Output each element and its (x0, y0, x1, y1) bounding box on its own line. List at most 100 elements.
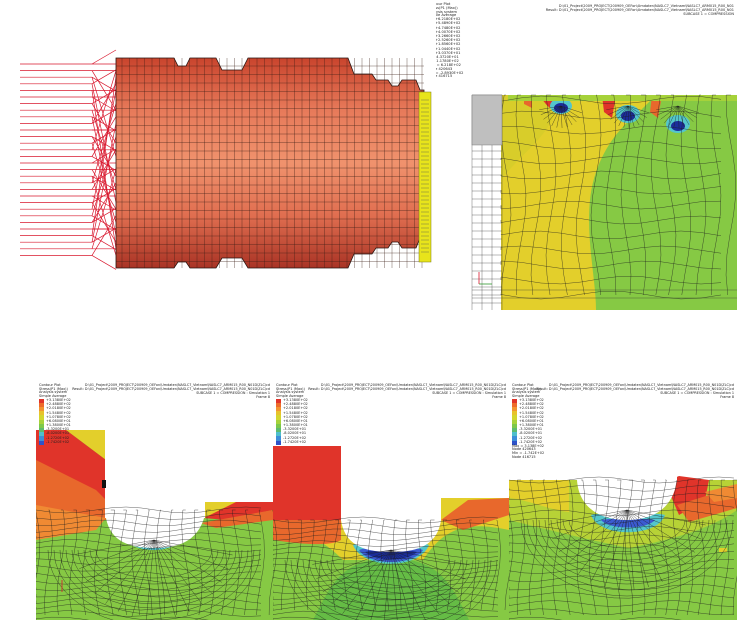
legend-title-line: Contour Plot (39, 383, 61, 387)
legend-swatch (39, 415, 44, 420)
legend-swatch (512, 436, 517, 441)
legend-entry: +2.5260E+02 (436, 38, 468, 43)
header-line: Frame 8 (256, 394, 270, 399)
legend-value: +2.0180E+02 (519, 406, 544, 411)
legend-entry: -3.3200E+01 (39, 427, 79, 433)
legend-value: -1.2720E+02 (283, 435, 307, 440)
legend-entry: +2.4880E+02 (512, 402, 552, 408)
legend-value: +1.8560E+02 (436, 42, 461, 47)
legend-entry: +1.0780E+02 (39, 414, 79, 420)
legend-title-line: Contour Plot (276, 383, 298, 387)
legend-swatch (276, 440, 281, 445)
legend-entry: +1.8560E+02 (436, 43, 468, 47)
legend-swatch (39, 398, 44, 403)
legend-entry: -8.0200E+01 (39, 431, 79, 437)
header-line: D:\01_Project\2009_PROJECT\200909_OEFon\… (320, 383, 506, 387)
legend-title-line: Stress(P1 (Max)) (39, 386, 68, 391)
shaft-mesh-drawing (20, 49, 432, 270)
legend-entry: +2.4880E+02 (39, 402, 79, 408)
legend-value: -8.0200E+01 (46, 431, 70, 436)
legend-value: -1.7420E+02 (46, 439, 70, 444)
legend-value: -1.2720E+02 (46, 435, 70, 440)
legend-value: +3.1380E+02 (519, 397, 544, 402)
legend-title-line: Stress(P1 (Max)) (512, 386, 541, 391)
legend-value: +1.0780E+02 (46, 414, 71, 419)
legend-value: +1.3800E+01 (283, 423, 308, 428)
legend-entry: -3.3200E+01 (512, 427, 552, 433)
legend-swatch (276, 398, 281, 403)
header-line: SUBCASE 1 = COMPRESSION : Simulation 1 (432, 390, 506, 395)
threaded-shaft-load-view (0, 0, 436, 300)
legend-swatch (512, 432, 517, 437)
legend-entry: +4.7480E+02 (436, 26, 468, 30)
legend-value: +2.4880E+02 (46, 402, 71, 407)
legend-entry: +3.0370E+01 (436, 50, 468, 56)
notch-contour-drawing-3 (509, 380, 737, 620)
legend-title-line: Stress(P1 (Max)) (276, 386, 305, 391)
legend-entry: +3.2660E+02 (436, 34, 468, 39)
legend-value: +6.2180E+02 (436, 17, 461, 22)
legend-entry: +1.0440E+02 (436, 47, 468, 51)
legend-footer-line: Node 416715 (436, 74, 453, 79)
legend-value: +1.5480E+02 (46, 410, 71, 415)
legend-value: -3.3200E+01 (519, 427, 543, 432)
notch-contour-variant-2: Contour Plot Stress(P1 (Max)) Analysis sys… (273, 380, 509, 620)
contour-mesh-lines (509, 476, 737, 620)
header-line: Frame 8 (492, 394, 506, 399)
legend-swatch (276, 436, 281, 441)
legend-value: -8.0200E+01 (283, 431, 307, 436)
legend-swatch (512, 402, 517, 408)
legend-value: +6.0800E+01 (519, 418, 544, 423)
thread-root-contour-drawing (471, 94, 737, 310)
legend-entry: +1.3800E+01 (276, 423, 316, 428)
legend-value: +2.4880E+02 (283, 402, 308, 407)
contour-mesh-lines (273, 516, 509, 620)
legend-entry: -1.2720E+02 (512, 436, 552, 441)
legend-entry: +2.4880E+02 (276, 402, 316, 408)
legend-entry: -8.0200E+01 (512, 432, 552, 437)
end-plate-ticks (421, 99, 429, 253)
legend-footer-line: Max = 3.138E+02 (512, 443, 545, 448)
legend-title-line: Simple Average (39, 394, 67, 399)
legend-entry: -1.7420E+02 (39, 439, 79, 445)
legend-entry: -4.3720E+01 (436, 55, 468, 60)
legend-value: +5.4890E+02 (436, 21, 461, 26)
legend-title-line: Contour Plot (436, 2, 451, 6)
legend-swatch (512, 415, 517, 420)
shaft-mesh-lines (116, 58, 424, 268)
legend-entry: +3.1380E+02 (276, 398, 316, 403)
legend-entry: +2.0180E+02 (512, 406, 552, 412)
legend-swatch (39, 440, 44, 445)
legend-value: +3.1380E+02 (46, 397, 71, 402)
legend-swatch (276, 432, 281, 437)
legend-entry: +1.3800E+01 (512, 423, 552, 428)
legend-entry: +3.1380E+02 (512, 397, 552, 403)
header-line: D:\01_Project\2009_PROJECT\200909_OEFon\… (548, 383, 734, 387)
legend-value: -1.7420E+02 (519, 439, 543, 444)
end-plate (418, 91, 432, 263)
legend-value: +1.0780E+02 (519, 414, 544, 419)
header-line: Result: D:\01_Project\2009_PROJECT\20090… (536, 386, 734, 391)
notch-contour-drawing-1 (36, 380, 273, 620)
legend-swatch (39, 436, 44, 441)
legend-value: +3.2660E+02 (436, 34, 461, 39)
notch-contour-drawing-2 (273, 380, 509, 620)
legend-entry: -8.0200E+01 (276, 431, 316, 437)
legend-title-line: Contour Plot (512, 383, 534, 387)
result-header: D:\01_Project\2009_PROJECT\200909_OEFon\… (72, 383, 270, 400)
legend-title-line: Simple Average (512, 394, 540, 399)
legend-entry: +2.0180E+02 (276, 407, 316, 412)
legend-value: -3.3200E+01 (46, 427, 70, 432)
legend-swatch (512, 398, 517, 403)
notch-contour-variant-3: Contour Plot Stress(P1 (Max)) Analysis sys… (509, 380, 737, 620)
legend-entry: -1.2720E+02 (276, 435, 316, 441)
legend-footer-line: Max = 6.218E+02 (436, 63, 461, 68)
legend-value: +4.0070E+02 (436, 29, 461, 34)
legend-value: +4.7480E+02 (436, 25, 461, 30)
header-line: D:\01_Project\2009_PROJECT\200909_OEFon\… (84, 383, 270, 387)
legend-value: +3.0370E+01 (436, 50, 461, 55)
legend-title-line: Simple Average (436, 13, 457, 18)
